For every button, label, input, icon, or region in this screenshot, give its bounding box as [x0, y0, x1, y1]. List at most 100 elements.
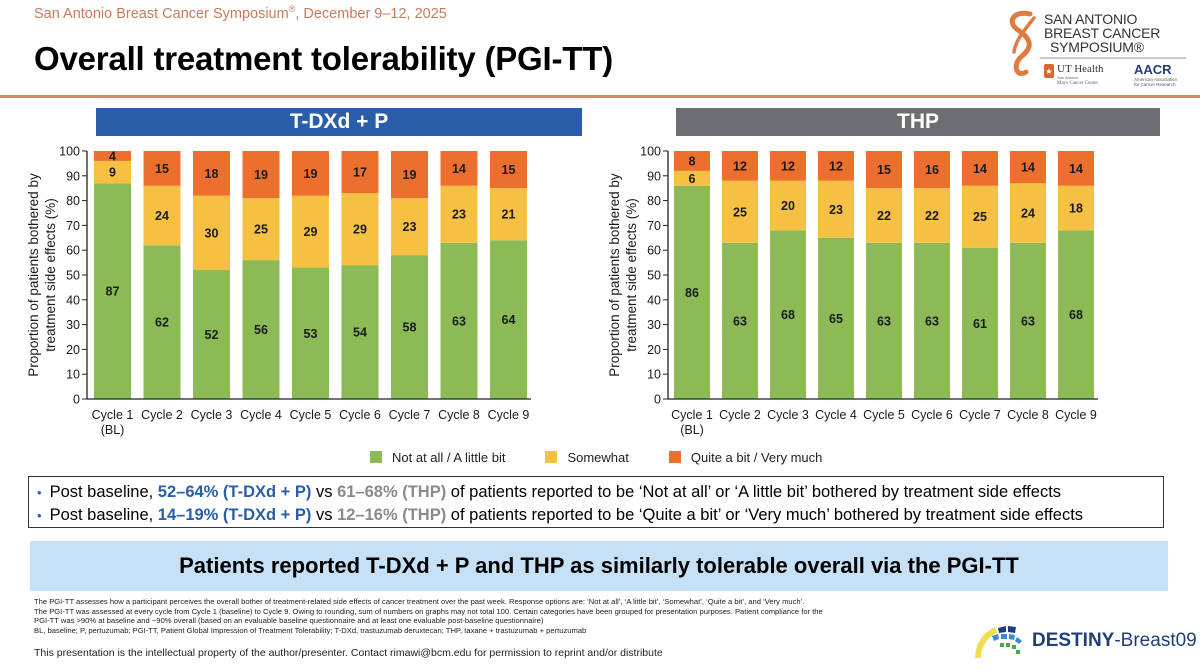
bar-segment-quite-a-bit [193, 151, 230, 196]
x-tick-label: Cycle 2 [719, 408, 761, 422]
bar-segment-quite-a-bit [722, 151, 758, 181]
data-label: 20 [781, 199, 795, 213]
x-tick-label: Cycle 9 [488, 408, 530, 422]
takeaway-banner: Patients reported T-DXd + P and THP as s… [30, 541, 1168, 591]
legend-swatch-yellow [545, 451, 558, 463]
sabcs-line-3: SYMPOSIUM® [1050, 39, 1144, 55]
bar-segment-somewhat [242, 198, 280, 261]
x-tick-label: Cycle 1 [671, 408, 713, 422]
svg-text:★: ★ [1045, 67, 1052, 76]
x-tick-label: Cycle 3 [767, 408, 809, 422]
data-label: 24 [155, 209, 169, 223]
bar-segment-somewhat [391, 198, 428, 256]
data-label: 52 [205, 328, 219, 342]
footnote-line: PGI-TT was >90% at baseline and ~90% ove… [34, 616, 544, 625]
data-label: 87 [106, 285, 120, 299]
legend-item-not-at-all: Not at all / A little bit [370, 450, 505, 465]
data-label: 29 [304, 225, 318, 239]
bar-segment-not-at-all [440, 242, 478, 399]
data-label: 6 [689, 172, 696, 186]
bar-segment-not-at-all [770, 230, 806, 399]
x-tick-label: Cycle 7 [389, 408, 431, 422]
x-tick-label: Cycle 5 [863, 408, 905, 422]
y-axis-title: treatment side effects (%) [624, 198, 639, 352]
bar-segment-not-at-all [962, 247, 998, 399]
bar-segment-somewhat [94, 160, 131, 184]
data-label: 61 [973, 317, 987, 331]
bar-segment-somewhat [1058, 185, 1094, 231]
bar-segment-quite-a-bit [391, 151, 428, 199]
y-tick-label: 90 [66, 169, 80, 183]
destiny-breast09-logo: DESTINY-Breast09 [970, 618, 1197, 662]
bar-segment-not-at-all [1058, 230, 1094, 399]
x-tick-label: Cycle 8 [438, 408, 480, 422]
arm-header-tdxd-p: T-DXd + P [96, 108, 582, 136]
bar-segment-not-at-all [242, 260, 280, 399]
tdxd-range: 14–19% (T-DXd + P) [157, 506, 312, 524]
legend-label: Quite a bit / Very much [690, 449, 823, 465]
page-title: Overall treatment tolerability (PGI-TT) [34, 40, 613, 77]
bar-segment-somewhat [770, 180, 806, 231]
legend-item-somewhat: Somewhat [545, 449, 629, 465]
bar-segment-not-at-all [674, 185, 710, 399]
data-label: 68 [1069, 308, 1083, 322]
y-tick-label: 70 [647, 219, 661, 233]
bar-segment-not-at-all [866, 242, 902, 399]
y-tick-label: 30 [66, 318, 80, 332]
y-tick-label: 90 [647, 169, 661, 183]
data-label: 12 [733, 159, 747, 173]
bar-segment-somewhat [193, 195, 230, 271]
data-label: 15 [877, 163, 891, 177]
data-label: 24 [1021, 207, 1035, 221]
thp-range: 12–16% (THP) [337, 506, 447, 524]
ut-health-sub1: San Antonio [1057, 75, 1079, 80]
x-tick-label: Cycle 7 [959, 408, 1001, 422]
data-label: 14 [452, 162, 466, 176]
aacr-logo: AACR [1134, 62, 1172, 77]
data-label: 63 [733, 314, 747, 328]
data-label: 62 [155, 316, 169, 330]
bar-segment-not-at-all [391, 255, 428, 399]
bar-segment-not-at-all [341, 265, 379, 399]
x-tick-label: Cycle 1 [92, 408, 134, 422]
legend-swatch-green [370, 451, 382, 463]
legend-item-quite-a-bit: Quite a bit / Very much [668, 449, 823, 465]
bar-segment-somewhat [914, 188, 950, 243]
data-label: 14 [1021, 161, 1035, 175]
bar-segment-quite-a-bit [242, 151, 280, 199]
bar-segment-quite-a-bit [341, 151, 379, 194]
y-axis-title: treatment side effects (%) [43, 198, 58, 352]
legend-label: Somewhat [567, 449, 629, 465]
data-label: 63 [1021, 314, 1035, 328]
bar-segment-somewhat [1010, 183, 1046, 243]
data-label: 14 [1069, 162, 1083, 176]
data-label: 12 [829, 159, 843, 173]
y-tick-label: 20 [647, 343, 661, 357]
footnote-line: BL, baseline; P, pertuzumab; PGI-TT, Pat… [34, 625, 587, 635]
y-tick-label: 100 [640, 145, 661, 159]
bar-segment-not-at-all [94, 183, 131, 399]
y-tick-label: 50 [66, 269, 80, 283]
bar-segment-somewhat [440, 185, 478, 243]
bullet-vs: vs [311, 483, 338, 501]
finding-bullet: • Post baseline, 14–19% (T-DXd + P) vs 12… [37, 504, 1155, 527]
data-label: 63 [452, 314, 466, 328]
y-tick-label: 10 [66, 368, 80, 382]
bar-segment-not-at-all [722, 242, 758, 399]
legend-label: Not at all / A little bit [392, 449, 506, 465]
conference-name: San Antonio Breast Cancer Symposium [34, 5, 289, 22]
bar-segment-quite-a-bit [770, 151, 806, 181]
bar-segment-not-at-all [143, 245, 181, 399]
aacr-sub2: for Cancer Research [1134, 82, 1176, 87]
y-tick-label: 60 [66, 244, 80, 258]
bar-segment-somewhat [866, 188, 902, 243]
ut-health-logo: UT Health [1057, 63, 1104, 75]
data-label: 25 [973, 210, 987, 224]
bar-segment-somewhat [674, 170, 710, 186]
x-tick-label: Cycle 4 [815, 408, 857, 422]
data-label: 54 [353, 326, 367, 340]
bar-segment-quite-a-bit [866, 151, 902, 189]
data-label: 56 [254, 323, 268, 337]
x-tick-label: Cycle 3 [191, 408, 233, 422]
